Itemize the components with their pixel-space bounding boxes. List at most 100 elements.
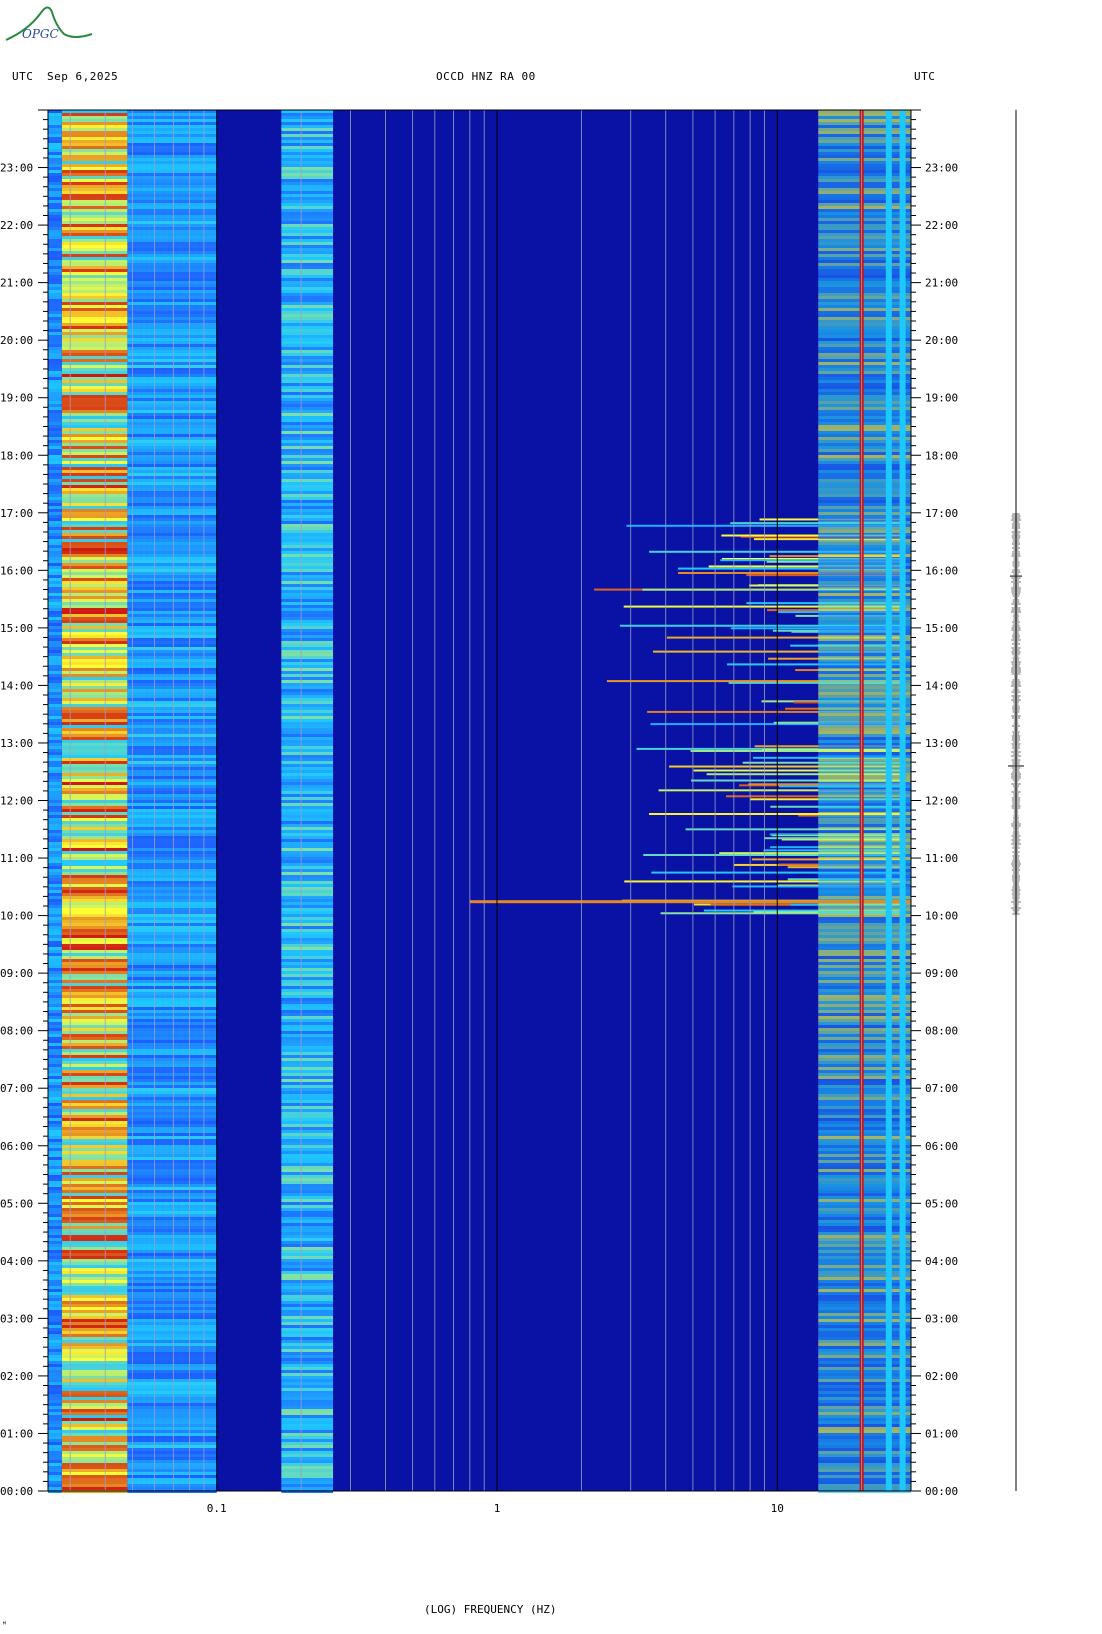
noise-band-0 bbox=[61, 1364, 128, 1367]
noise-band-edge bbox=[48, 182, 62, 185]
noise-band-0 bbox=[61, 881, 128, 884]
noise-band-0 bbox=[61, 1019, 128, 1022]
noise-band-1 bbox=[127, 1457, 217, 1460]
noise-band-edge bbox=[48, 1157, 62, 1160]
noise-band-1 bbox=[127, 617, 217, 620]
noise-band-1 bbox=[127, 1427, 217, 1430]
noise-band-0 bbox=[61, 116, 128, 119]
noise-band-1 bbox=[127, 779, 217, 782]
noise-band-2 bbox=[281, 1040, 334, 1043]
high-freq-noise bbox=[818, 164, 911, 167]
noise-band-1 bbox=[127, 815, 217, 818]
noise-band-0 bbox=[61, 458, 128, 461]
noise-band-1 bbox=[127, 989, 217, 992]
noise-band-2 bbox=[281, 629, 334, 632]
noise-band-0 bbox=[61, 293, 128, 296]
noise-band-edge bbox=[48, 743, 62, 746]
high-freq-noise bbox=[818, 740, 911, 743]
high-freq-noise bbox=[818, 389, 911, 392]
noise-band-0 bbox=[61, 800, 128, 803]
noise-band-1 bbox=[127, 641, 217, 644]
high-freq-noise bbox=[818, 1088, 911, 1091]
high-freq-noise bbox=[818, 152, 911, 155]
noise-band-0 bbox=[61, 227, 128, 230]
noise-band-2 bbox=[281, 509, 334, 512]
noise-band-1 bbox=[127, 1220, 217, 1223]
noise-band-2 bbox=[281, 440, 334, 443]
noise-band-edge bbox=[48, 740, 62, 743]
noise-band-edge bbox=[48, 410, 62, 413]
noise-band-0 bbox=[61, 749, 128, 752]
high-freq-noise bbox=[818, 431, 911, 434]
activity-streak bbox=[647, 710, 903, 713]
noise-band-2 bbox=[281, 869, 334, 872]
noise-band-1 bbox=[127, 254, 217, 257]
high-freq-noise bbox=[818, 476, 911, 479]
noise-band-1 bbox=[127, 1316, 217, 1319]
noise-band-edge bbox=[48, 1409, 62, 1412]
noise-band-2 bbox=[281, 707, 334, 710]
noise-band-1 bbox=[127, 1112, 217, 1115]
noise-band-1 bbox=[127, 554, 217, 557]
noise-band-edge bbox=[48, 233, 62, 236]
activity-streak bbox=[606, 680, 903, 683]
noise-band-0 bbox=[61, 764, 128, 767]
noise-band-edge bbox=[48, 1436, 62, 1439]
noise-band-0 bbox=[61, 1247, 128, 1250]
high-freq-noise bbox=[818, 1232, 911, 1235]
high-freq-noise bbox=[818, 653, 911, 656]
noise-band-0 bbox=[61, 1250, 128, 1253]
noise-band-edge bbox=[48, 1376, 62, 1379]
high-freq-noise bbox=[818, 848, 911, 851]
noise-band-edge bbox=[48, 590, 62, 593]
noise-band-2 bbox=[281, 1091, 334, 1094]
noise-band-0 bbox=[61, 1472, 128, 1475]
noise-band-0 bbox=[61, 1046, 128, 1049]
noise-band-2 bbox=[281, 1004, 334, 1007]
high-freq-noise bbox=[818, 1151, 911, 1154]
noise-band-0 bbox=[61, 140, 128, 143]
high-freq-noise bbox=[818, 1262, 911, 1265]
noise-band-edge bbox=[48, 122, 62, 125]
high-freq-noise bbox=[818, 275, 911, 278]
activity-streak bbox=[708, 565, 903, 568]
noise-band-1 bbox=[127, 314, 217, 317]
noise-band-edge bbox=[48, 653, 62, 656]
noise-band-2 bbox=[281, 422, 334, 425]
noise-band-2 bbox=[281, 872, 334, 875]
x-axis-label: (LOG) FREQUENCY (HZ) bbox=[424, 1603, 557, 1616]
noise-band-2 bbox=[281, 590, 334, 593]
noise-band-edge bbox=[48, 1244, 62, 1247]
noise-band-edge bbox=[48, 353, 62, 356]
noise-band-0 bbox=[61, 1271, 128, 1274]
noise-band-0 bbox=[61, 1010, 128, 1013]
noise-band-2 bbox=[281, 881, 334, 884]
high-freq-noise bbox=[818, 686, 911, 689]
noise-band-0 bbox=[61, 1478, 128, 1481]
noise-band-2 bbox=[281, 578, 334, 581]
noise-band-2 bbox=[281, 1013, 334, 1016]
noise-band-edge bbox=[48, 599, 62, 602]
noise-band-edge bbox=[48, 1226, 62, 1229]
noise-band-0 bbox=[61, 1457, 128, 1460]
noise-band-2 bbox=[281, 824, 334, 827]
high-freq-noise bbox=[818, 917, 911, 920]
noise-band-0 bbox=[61, 650, 128, 653]
noise-band-1 bbox=[127, 1196, 217, 1199]
noise-band-1 bbox=[127, 884, 217, 887]
noise-band-edge bbox=[48, 1121, 62, 1124]
high-freq-noise bbox=[818, 893, 911, 896]
noise-band-2 bbox=[281, 293, 334, 296]
noise-band-0 bbox=[61, 200, 128, 203]
noise-band-1 bbox=[127, 974, 217, 977]
noise-band-0 bbox=[61, 878, 128, 881]
high-freq-noise bbox=[818, 977, 911, 980]
noise-band-1 bbox=[127, 1298, 217, 1301]
noise-band-1 bbox=[127, 1388, 217, 1391]
noise-band-2 bbox=[281, 1343, 334, 1346]
noise-band-2 bbox=[281, 1187, 334, 1190]
noise-band-1 bbox=[127, 1487, 217, 1490]
noise-band-edge bbox=[48, 419, 62, 422]
noise-band-edge bbox=[48, 1274, 62, 1277]
high-freq-noise bbox=[818, 326, 911, 329]
